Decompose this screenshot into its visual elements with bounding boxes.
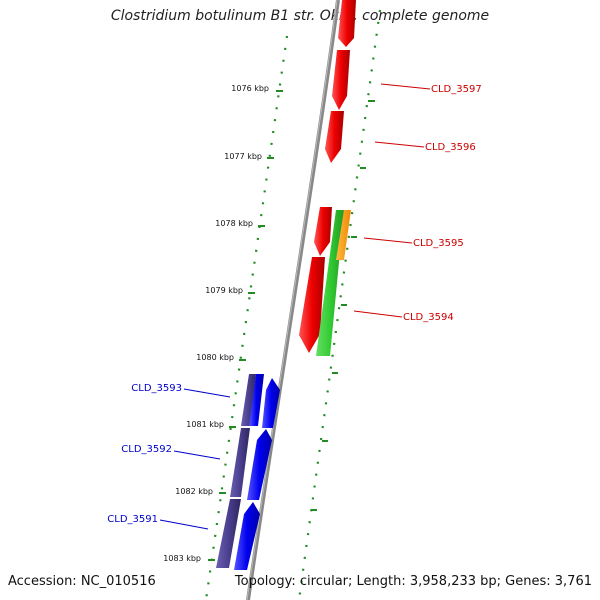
gene-label[interactable]: CLD_3596 [425, 142, 476, 153]
gc-content-bar [336, 210, 351, 260]
tick-label: 1079 kbp [205, 286, 243, 295]
kbp-ticks [208, 90, 283, 561]
gene-label[interactable]: CLD_3592 [121, 444, 172, 455]
genome-title: Clostridium botulinum B1 str. Okra, comp… [110, 8, 490, 24]
gene-feature-cld3591[interactable] [234, 502, 260, 570]
tick-label: 1078 kbp [215, 219, 253, 228]
gene-feature-cld3596[interactable] [325, 111, 344, 163]
gene-feature-cld3592[interactable] [247, 429, 272, 500]
gene-feature-cld3595[interactable] [314, 207, 332, 256]
accession-label: Accession: NC_010516 [8, 574, 156, 589]
gene-label[interactable]: CLD_3593 [131, 383, 182, 394]
tick-label: 1077 kbp [224, 152, 262, 161]
gene-label[interactable]: CLD_3594 [403, 312, 454, 323]
feature-bar-c [216, 499, 241, 568]
gene-feature-cld3593b[interactable] [262, 378, 280, 428]
genome-backbone [246, 0, 340, 600]
gene-feature-cld3594[interactable] [299, 257, 325, 353]
tick-label: 1076 kbp [231, 84, 269, 93]
outer-ruler-ticks [311, 100, 375, 511]
reverse-cds-track [234, 374, 280, 570]
tick-label: 1080 kbp [196, 353, 234, 362]
forward-leader-lines [353, 83, 431, 318]
gene-label[interactable]: CLD_3595 [413, 238, 464, 249]
gene-label[interactable]: CLD_3591 [107, 514, 158, 525]
gene-feature-cld3597[interactable] [338, 0, 356, 47]
gene-feature-cld3593[interactable] [249, 374, 264, 426]
reverse-leader-lines [159, 388, 231, 530]
gc-skew-bar [316, 210, 344, 356]
forward-cds-track [299, 0, 356, 353]
tick-label: 1081 kbp [186, 420, 224, 429]
feature-bar-b [230, 428, 250, 497]
tick-label: 1082 kbp [175, 487, 213, 496]
tick-label: 1083 kbp [163, 554, 201, 563]
gene-feature-cld3597b[interactable] [332, 50, 350, 110]
genome-summary: Topology: circular; Length: 3,958,233 bp… [234, 574, 592, 589]
feature-bar-a [241, 374, 256, 426]
reverse-feature-track [216, 374, 256, 568]
gene-label[interactable]: CLD_3597 [431, 84, 482, 95]
